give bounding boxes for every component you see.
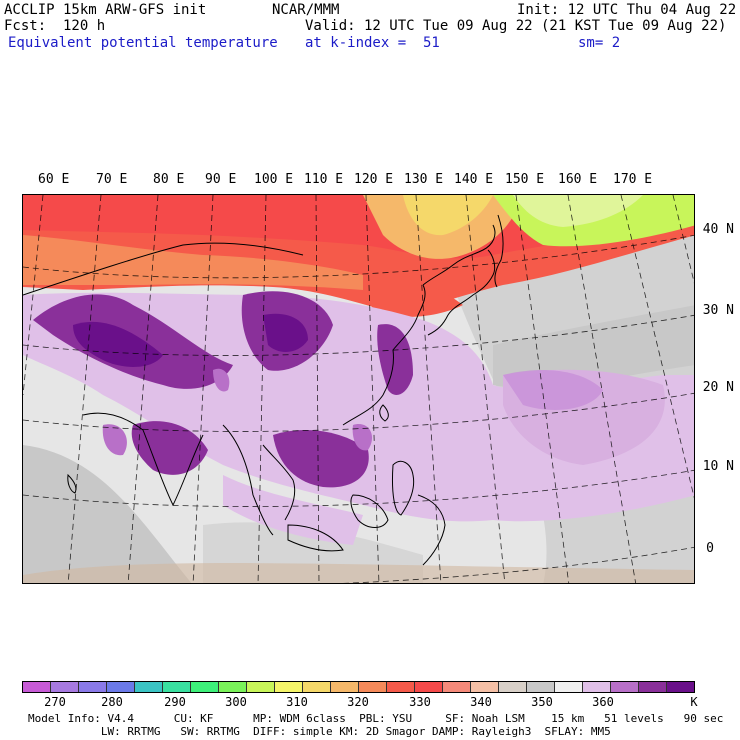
colorbar-swatch xyxy=(359,682,387,692)
colorbar-swatch xyxy=(23,682,51,692)
theta-e-field xyxy=(23,195,694,583)
lon-label-70e: 70 E xyxy=(96,172,128,187)
colorbar-tick-340: 340 xyxy=(470,695,492,709)
lon-label-120e: 120 E xyxy=(354,172,394,187)
colorbar-swatch xyxy=(163,682,191,692)
lon-label-90e: 90 E xyxy=(205,172,237,187)
center-label: NCAR/MMM xyxy=(272,2,340,18)
colorbar-tick-360: 360 xyxy=(592,695,614,709)
lon-label-140e: 140 E xyxy=(454,172,494,187)
colorbar-tick-280: 280 xyxy=(101,695,123,709)
lon-label-130e: 130 E xyxy=(404,172,444,187)
level-label: at k-index = 51 xyxy=(305,35,440,51)
colorbar-tick-330: 330 xyxy=(409,695,431,709)
lon-label-150e: 150 E xyxy=(505,172,545,187)
lat-label-0: 0 xyxy=(706,541,714,556)
colorbar-swatch xyxy=(639,682,667,692)
model-info-line-2: LW: RRTMG SW: RRTMG DIFF: simple KM: 2D … xyxy=(28,725,611,738)
colorbar-swatch xyxy=(107,682,135,692)
lat-label-40n: 40 N xyxy=(702,222,734,237)
lon-label-170e: 170 E xyxy=(613,172,653,187)
init-time: Init: 12 UTC Thu 04 Aug 22 xyxy=(517,2,737,18)
colorbar-swatch xyxy=(79,682,107,692)
colorbar-tick-300: 300 xyxy=(225,695,247,709)
colorbar-swatch xyxy=(499,682,527,692)
colorbar-tick-320: 320 xyxy=(347,695,369,709)
lon-label-160e: 160 E xyxy=(558,172,598,187)
colorbar-swatch xyxy=(527,682,555,692)
colorbar-swatch xyxy=(135,682,163,692)
model-info-line-1: Model Info: V4.4 CU: KF MP: WDM 6class P… xyxy=(28,712,724,725)
colorbar xyxy=(22,681,695,693)
map-panel xyxy=(22,194,695,584)
colorbar-unit: K xyxy=(690,695,698,709)
lon-label-80e: 80 E xyxy=(153,172,185,187)
colorbar-tick-350: 350 xyxy=(531,695,553,709)
field-name: Equivalent potential temperature xyxy=(8,35,278,51)
lon-label-60e: 60 E xyxy=(38,172,70,187)
colorbar-swatch xyxy=(415,682,443,692)
colorbar-swatch xyxy=(219,682,247,692)
valid-time: Valid: 12 UTC Tue 09 Aug 22 (21 KST Tue … xyxy=(305,18,727,34)
colorbar-swatch xyxy=(275,682,303,692)
colorbar-swatch xyxy=(303,682,331,692)
lat-label-30n: 30 N xyxy=(702,303,734,318)
colorbar-swatch xyxy=(247,682,275,692)
colorbar-tick-310: 310 xyxy=(286,695,308,709)
model-title: ACCLIP 15km ARW-GFS init xyxy=(4,2,207,18)
colorbar-swatch xyxy=(331,682,359,692)
colorbar-swatch xyxy=(471,682,499,692)
colorbar-swatch xyxy=(387,682,415,692)
colorbar-swatch xyxy=(555,682,583,692)
forecast-hour: Fcst: 120 h xyxy=(4,18,106,34)
colorbar-swatch xyxy=(191,682,219,692)
smoothing-label: sm= 2 xyxy=(578,35,621,51)
lon-label-100e: 100 E xyxy=(254,172,294,187)
colorbar-swatch xyxy=(583,682,611,692)
lon-label-110e: 110 E xyxy=(304,172,344,187)
lat-label-20n: 20 N xyxy=(702,380,734,395)
colorbar-tick-270: 270 xyxy=(44,695,66,709)
lat-label-10n: 10 N xyxy=(702,459,734,474)
colorbar-swatch xyxy=(51,682,79,692)
colorbar-swatch xyxy=(667,682,694,692)
colorbar-tick-290: 290 xyxy=(164,695,186,709)
colorbar-swatch xyxy=(443,682,471,692)
colorbar-swatch xyxy=(611,682,639,692)
